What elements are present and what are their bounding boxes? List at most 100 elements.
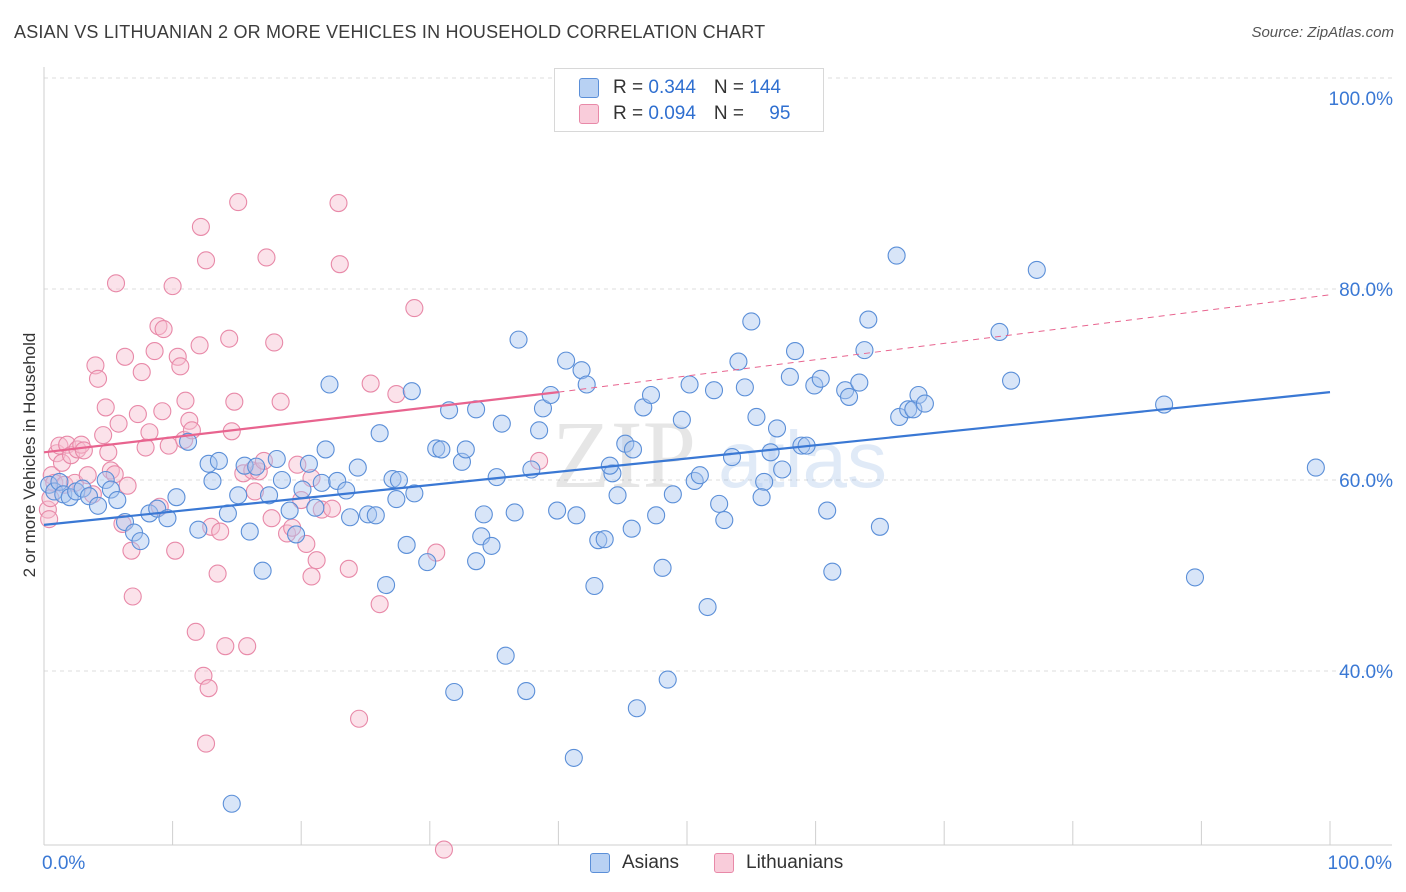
lithuanian-point xyxy=(271,392,290,411)
asian-point xyxy=(773,460,792,479)
asian-point xyxy=(704,381,724,400)
asian-point xyxy=(482,536,501,555)
lithuanian-point xyxy=(122,541,141,560)
lithuanian-point xyxy=(159,436,178,455)
asian-point xyxy=(167,488,186,507)
asian-point xyxy=(366,506,385,525)
asian-point xyxy=(272,470,291,490)
axes xyxy=(43,67,1392,846)
asian-point xyxy=(752,488,771,507)
lithuanian-point xyxy=(191,217,210,236)
y-tick-label: 60.0% xyxy=(1339,471,1393,492)
asian-point xyxy=(785,342,805,361)
asian-swatch xyxy=(579,78,599,98)
asian-point xyxy=(608,486,627,505)
watermark-atlas: atlas xyxy=(718,415,887,504)
legend-n-value: 95 xyxy=(769,103,791,124)
asian-point xyxy=(389,470,408,490)
lithuanian-point xyxy=(166,541,185,560)
asian-point xyxy=(623,440,643,459)
asian-point xyxy=(402,382,421,401)
asian-points xyxy=(40,246,1325,813)
legend-n-label: N = xyxy=(713,77,750,98)
lithuanian-point xyxy=(109,414,128,433)
lithuanian-point xyxy=(176,391,195,410)
legend-r-value: 0.344 xyxy=(648,77,696,98)
lithuanian-point xyxy=(136,438,155,457)
asian-point xyxy=(203,471,222,491)
lithuanian-point xyxy=(262,509,281,528)
asian-point xyxy=(287,525,306,544)
lithuanian-point xyxy=(171,357,190,376)
lithuanian-point xyxy=(361,374,380,393)
lithuanian-point xyxy=(190,336,209,355)
lithuanian-point xyxy=(427,543,446,562)
lithuanian-point xyxy=(123,587,142,606)
chart-title: ASIAN VS LITHUANIAN 2 OR MORE VEHICLES I… xyxy=(14,22,766,42)
asian-point xyxy=(747,407,766,427)
lithuanian-point xyxy=(118,476,137,495)
legend-r-value: 0.094 xyxy=(648,103,696,124)
lithuanian-point xyxy=(323,499,342,518)
legend-item-asians[interactable]: Asians xyxy=(590,852,679,874)
lithuanian-point xyxy=(434,840,453,859)
y-tick-label: 40.0% xyxy=(1339,662,1393,683)
asian-point xyxy=(387,490,406,509)
lithuanian-point xyxy=(330,255,349,274)
asian-point xyxy=(710,494,729,513)
asian-point xyxy=(280,501,299,520)
asian-point xyxy=(622,519,641,538)
lithuanian-point xyxy=(370,595,389,614)
lithuanian-point xyxy=(216,637,235,656)
lithuanian-point xyxy=(115,347,135,366)
lithuanian-point xyxy=(149,317,168,336)
asian-point xyxy=(735,378,754,397)
asian-trend-line xyxy=(43,391,1331,526)
lithuanian-point xyxy=(302,567,321,586)
asian-point xyxy=(641,385,661,405)
asian-point xyxy=(767,419,787,438)
legend-row-lithuanians: R = 0.094 N = 95 xyxy=(579,101,790,127)
asian-point xyxy=(859,310,878,329)
legend-n-label: N = xyxy=(713,103,750,124)
lithuanian-point xyxy=(339,559,358,578)
asian-point xyxy=(557,351,576,370)
asian-point xyxy=(240,522,259,541)
asian-point xyxy=(377,575,396,595)
asian-point xyxy=(564,748,583,767)
asian-point xyxy=(492,414,511,433)
asian-point xyxy=(397,535,416,554)
asian-point xyxy=(915,394,934,413)
asian-point xyxy=(541,385,560,405)
source-credit: Source: ZipAtlas.com xyxy=(1251,24,1394,41)
y-tick-label: 100.0% xyxy=(1329,89,1394,110)
asian-point xyxy=(680,375,699,394)
lithuanian-point xyxy=(74,441,93,460)
lithuanian-point xyxy=(307,551,326,570)
legend-label-lithuanians: Lithuanians xyxy=(746,852,844,873)
x-tick-min: 0.0% xyxy=(42,853,86,874)
asian-point xyxy=(359,505,378,524)
asian-point xyxy=(79,487,99,506)
asian-point xyxy=(715,511,734,530)
x-tick-max: 100.0% xyxy=(1327,853,1392,874)
asian-point xyxy=(383,469,402,489)
asian-point xyxy=(101,480,120,499)
asian-point xyxy=(899,400,918,419)
asian-point xyxy=(887,246,906,265)
asian-point xyxy=(509,330,528,349)
asian-point xyxy=(653,558,672,577)
lithuanian-point xyxy=(225,392,244,411)
asian-point xyxy=(299,454,318,473)
asian-point xyxy=(88,496,108,515)
asian-point xyxy=(690,466,709,485)
asian-point xyxy=(259,486,279,505)
lithuanian-point xyxy=(196,734,216,753)
asian-point xyxy=(855,341,874,360)
legend-item-lithuanians[interactable]: Lithuanians xyxy=(714,852,843,874)
asian-point xyxy=(658,670,677,689)
asian-point xyxy=(229,486,248,505)
lithuanian-point xyxy=(106,274,126,293)
lithuanian-swatch xyxy=(579,104,599,124)
lithuanian-point xyxy=(211,522,230,541)
